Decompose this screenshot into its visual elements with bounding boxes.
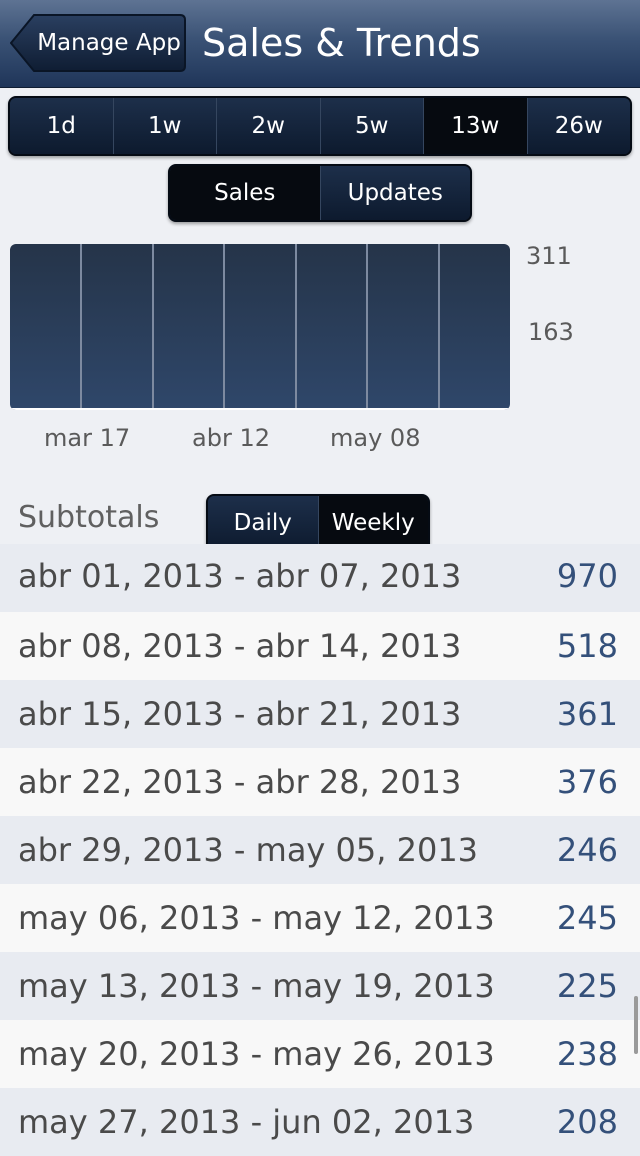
sales-chart-svg bbox=[10, 244, 510, 410]
subtotal-row[interactable]: abr 01, 2013 - abr 07, 2013 970 bbox=[0, 544, 640, 612]
chart-background bbox=[10, 244, 510, 410]
subtotal-period: abr 01, 2013 - abr 07, 2013 bbox=[18, 557, 462, 595]
y-tick-top: 311 bbox=[526, 242, 572, 270]
mode-tab-updates[interactable]: Updates bbox=[320, 166, 470, 220]
subtotal-period: may 27, 2013 - jun 02, 2013 bbox=[18, 1103, 475, 1141]
back-button-label: Manage App bbox=[37, 30, 181, 56]
navigation-bar: Manage App Sales & Trends bbox=[0, 0, 640, 88]
subtotal-count: 518 bbox=[556, 627, 618, 665]
mode-tab-sales[interactable]: Sales bbox=[170, 166, 321, 220]
y-tick-mid: 163 bbox=[528, 318, 574, 346]
range-tab-26w[interactable]: 26w bbox=[527, 98, 630, 154]
page-title: Sales & Trends bbox=[202, 21, 481, 65]
range-tab-1w[interactable]: 1w bbox=[113, 98, 217, 154]
subtotal-count: 225 bbox=[556, 967, 618, 1005]
subtotal-row[interactable]: may 06, 2013 - may 12, 2013 245 bbox=[0, 884, 640, 952]
subtotal-count: 970 bbox=[556, 557, 618, 595]
subtotal-row[interactable]: may 20, 2013 - may 26, 2013 238 bbox=[0, 1020, 640, 1088]
subtotal-count: 376 bbox=[556, 763, 618, 801]
range-tab-5w[interactable]: 5w bbox=[320, 98, 424, 154]
subtotal-tab-weekly[interactable]: Weekly bbox=[318, 496, 428, 550]
range-tab-2w[interactable]: 2w bbox=[217, 98, 321, 154]
subtotal-period: abr 15, 2013 - abr 21, 2013 bbox=[18, 695, 462, 733]
subtotal-row[interactable]: abr 29, 2013 - may 05, 2013 246 bbox=[0, 816, 640, 884]
range-tab-1d[interactable]: 1d bbox=[10, 98, 114, 154]
subtotal-row[interactable]: abr 15, 2013 - abr 21, 2013 361 bbox=[0, 680, 640, 748]
subtotals-heading: Subtotals bbox=[18, 500, 160, 535]
scroll-indicator[interactable] bbox=[634, 996, 638, 1054]
subtotal-row[interactable]: may 27, 2013 - jun 02, 2013 208 bbox=[0, 1088, 640, 1156]
subtotal-period: may 06, 2013 - may 12, 2013 bbox=[18, 899, 495, 937]
subtotal-period: may 13, 2013 - may 19, 2013 bbox=[18, 967, 495, 1005]
subtotal-row[interactable]: abr 22, 2013 - abr 28, 2013 376 bbox=[0, 748, 640, 816]
subtotal-row[interactable]: abr 08, 2013 - abr 14, 2013 518 bbox=[0, 612, 640, 680]
time-range-selector: 1d 1w 2w 5w 13w 26w bbox=[8, 96, 632, 156]
subtotals-list: abr 01, 2013 - abr 07, 2013 970 abr 08, 20… bbox=[0, 544, 640, 1156]
x-tick-may08: may 08 bbox=[330, 424, 421, 452]
sales-updates-toggle: Sales Updates bbox=[168, 164, 472, 222]
subtotal-row[interactable]: may 13, 2013 - may 19, 2013 225 bbox=[0, 952, 640, 1020]
subtotal-tab-daily[interactable]: Daily bbox=[208, 496, 319, 550]
subtotal-count: 245 bbox=[556, 899, 618, 937]
subtotal-period: abr 22, 2013 - abr 28, 2013 bbox=[18, 763, 462, 801]
subtotal-count: 208 bbox=[556, 1103, 618, 1141]
manage-app-back-button[interactable]: Manage App bbox=[10, 14, 186, 72]
x-tick-abr12: abr 12 bbox=[192, 424, 270, 452]
back-arrow-shape bbox=[10, 14, 186, 72]
x-tick-mar17: mar 17 bbox=[44, 424, 131, 452]
subtotal-count: 238 bbox=[556, 1035, 618, 1073]
range-tab-13w[interactable]: 13w bbox=[424, 98, 528, 154]
subtotal-period: abr 29, 2013 - may 05, 2013 bbox=[18, 831, 479, 869]
subtotal-count: 246 bbox=[556, 831, 618, 869]
sales-chart bbox=[10, 244, 510, 410]
subtotal-period: abr 08, 2013 - abr 14, 2013 bbox=[18, 627, 462, 665]
subtotal-period: may 20, 2013 - may 26, 2013 bbox=[18, 1035, 495, 1073]
subtotal-count: 361 bbox=[556, 695, 618, 733]
